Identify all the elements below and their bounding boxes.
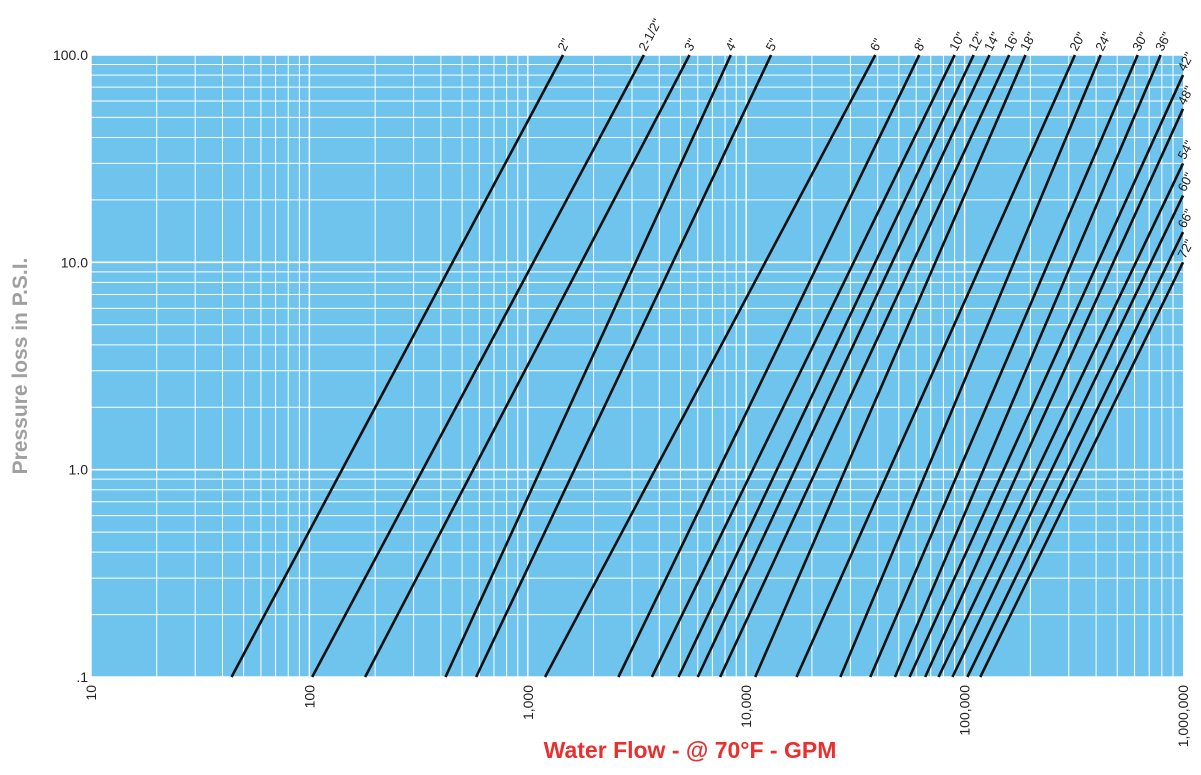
- x-tick-label: 1,000,000: [1175, 685, 1191, 747]
- x-tick-label: 100: [301, 685, 317, 709]
- series-line: [677, 54, 975, 678]
- series-label: 18": [1017, 29, 1039, 53]
- y-tick-label: .1: [76, 669, 88, 685]
- series-line: [979, 261, 1185, 678]
- series-label: 30": [1129, 29, 1151, 53]
- series-line: [650, 54, 956, 678]
- y-tick-label: 10.0: [61, 254, 88, 270]
- series-line: [474, 54, 773, 678]
- series-label: 6": [867, 36, 886, 54]
- series-line: [951, 194, 1185, 678]
- series-line: [444, 54, 732, 678]
- series-label: 24": [1092, 29, 1114, 53]
- x-tick-label: 100,000: [957, 685, 973, 736]
- series-line: [718, 54, 1011, 678]
- x-tick-labels: 10 100 1,000 10,000 100,000 1,000,000: [83, 685, 1191, 748]
- series-line: [311, 54, 646, 678]
- x-tick-label: 10,000: [738, 685, 754, 728]
- series-label: 4": [722, 36, 741, 54]
- x-tick-label: 1,000: [520, 685, 536, 720]
- y-tick-label: 1.0: [69, 462, 89, 478]
- series-label: 3": [681, 36, 700, 54]
- series-line: [696, 54, 991, 678]
- series-line: [893, 54, 1162, 678]
- series-label: 20": [1066, 29, 1088, 53]
- series-lines: [230, 54, 1185, 678]
- series-line: [795, 54, 1077, 678]
- plot-area: [91, 55, 1183, 677]
- series-line: [543, 54, 877, 678]
- series-line: [869, 54, 1139, 678]
- series-label: 2": [554, 36, 573, 54]
- x-axis-title: Water Flow - @ 70°F - GPM: [544, 737, 837, 763]
- y-axis-title: Pressure loss in P.S.I.: [9, 258, 32, 475]
- series-label: 10": [946, 29, 968, 53]
- series-label: 2-1/2": [635, 16, 665, 54]
- y-tick-label: 100.0: [53, 47, 88, 63]
- series-label: 8": [911, 36, 930, 54]
- series-line: [937, 162, 1185, 678]
- series-line: [908, 74, 1185, 678]
- series-line: [924, 108, 1185, 678]
- series-line: [839, 54, 1102, 678]
- series-line: [754, 54, 1027, 678]
- series-line: [230, 54, 565, 678]
- series-label: 36": [1152, 29, 1174, 53]
- series-label: 14": [981, 29, 1003, 53]
- series-label: 5": [762, 36, 781, 54]
- series-line: [966, 231, 1185, 678]
- series-line: [617, 54, 921, 678]
- y-tick-labels: .1 1.0 10.0 100.0: [53, 47, 88, 685]
- x-tick-label: 10: [83, 685, 99, 701]
- series-line: [363, 54, 691, 678]
